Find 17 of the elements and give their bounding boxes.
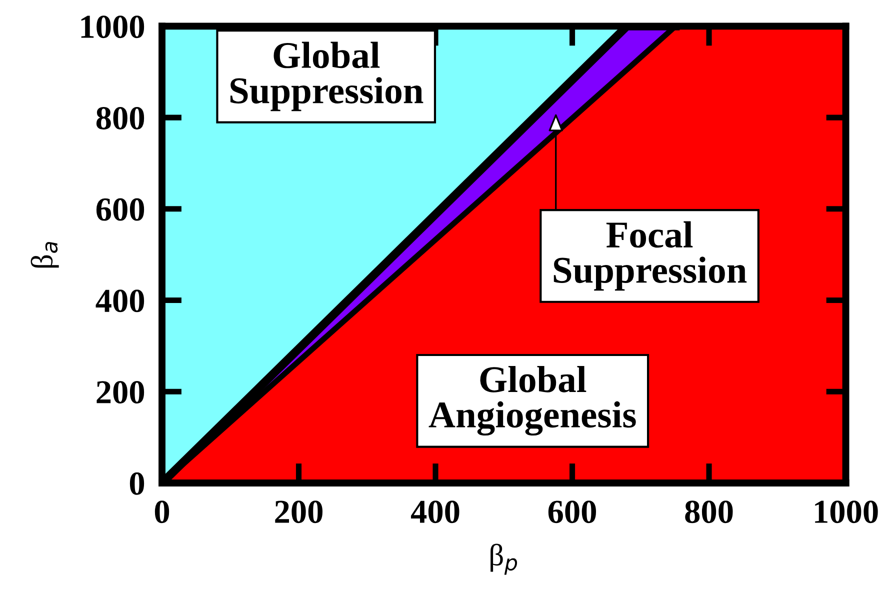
y-axis-title: β$_{a}$ [30,242,59,268]
annotation: Global Suppression [230,42,424,112]
y-tick-label: 600 [96,198,144,221]
x-tick-label: 600 [548,500,596,524]
x-tick-label: 0 [154,500,170,524]
x-tick-label: 200 [275,500,322,524]
y-tick-label: 400 [96,290,144,312]
y-tick-label: 1000 [81,16,144,38]
y-tick-label: 800 [96,106,144,130]
x-axis-title: β$_{p}$ [490,544,518,575]
x-tick-label: 800 [685,500,733,524]
y-tick-label: 0 [130,472,144,495]
x-tick-label: 400 [410,500,460,524]
annotation: Focal Suppression [554,221,747,291]
x-tick-label: 1000 [815,500,878,524]
annotation: Global Angiogenesis [428,366,636,436]
y-tick-label: 200 [96,381,144,404]
